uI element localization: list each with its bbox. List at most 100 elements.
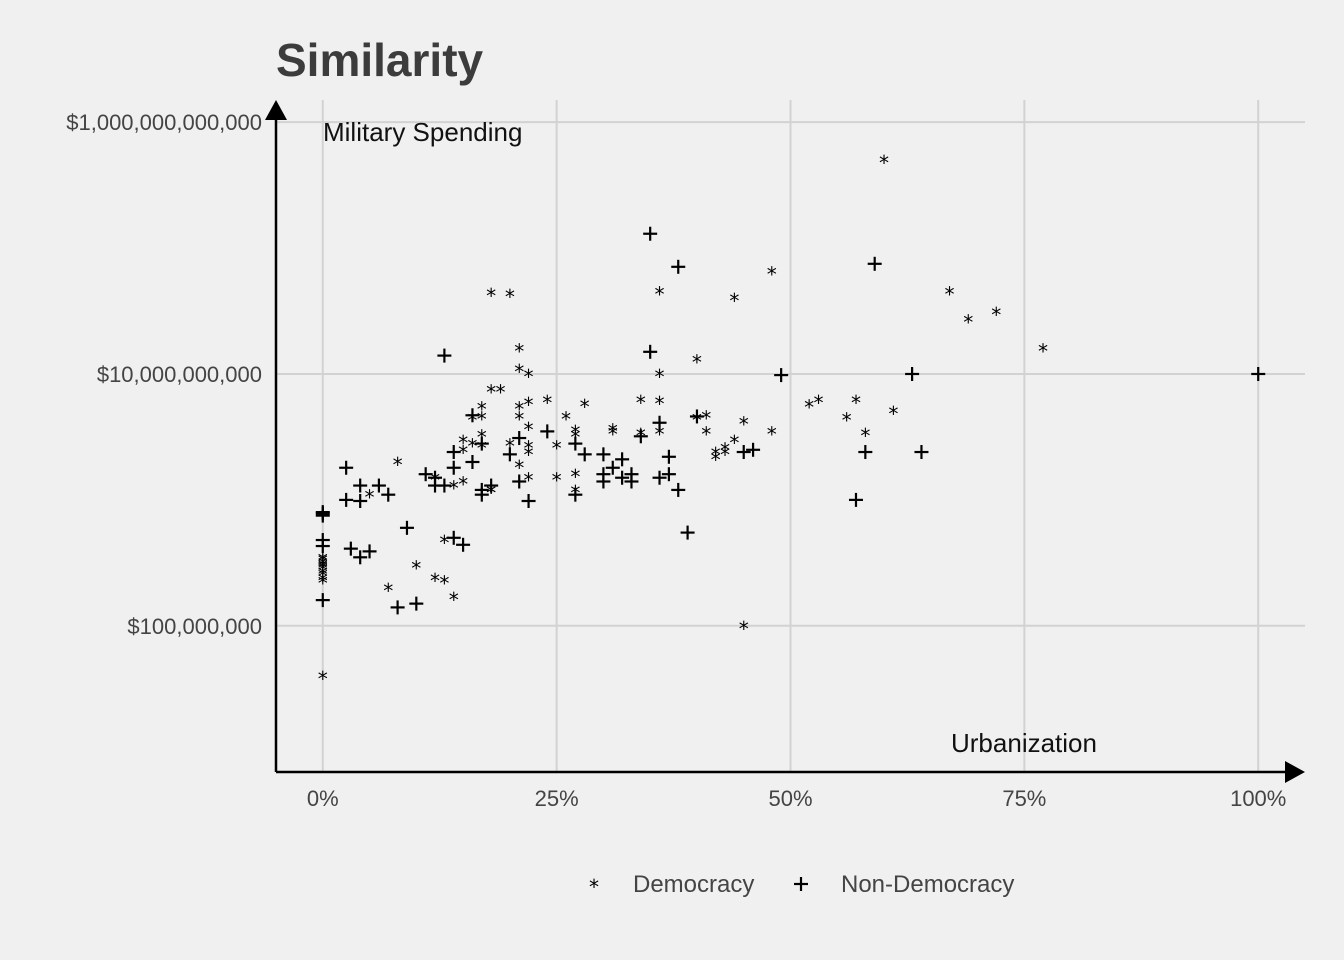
x-tick-label: 75% — [1002, 786, 1046, 811]
democracy-point: * — [317, 557, 329, 581]
y-axis-label: Military Spending — [323, 117, 522, 147]
x-axis-arrow — [1285, 761, 1305, 783]
non-democracy-point — [596, 447, 611, 462]
democracy-point: * — [691, 351, 703, 375]
democracy-point: * — [382, 579, 394, 603]
non-democracy-point — [736, 445, 751, 460]
y-tick-label: $100,000,000 — [127, 614, 262, 639]
democracy-point: * — [476, 407, 488, 431]
non-democracy-point — [661, 449, 676, 464]
democracy-point: * — [569, 421, 581, 445]
democracy-point: * — [654, 365, 666, 389]
democracy-point: * — [878, 151, 890, 175]
non-democracy-point — [315, 505, 330, 520]
democracy-point: * — [654, 422, 666, 446]
democracy-point: * — [523, 469, 535, 493]
democracy-point: * — [317, 571, 329, 595]
non-democracy-point — [465, 454, 480, 469]
democracy-point: * — [392, 453, 404, 477]
democracy-point: * — [859, 424, 871, 448]
non-democracy-point — [315, 533, 330, 548]
non-democracy-point — [858, 445, 873, 460]
grid-lines — [276, 100, 1305, 772]
non-democracy-point — [568, 487, 583, 502]
non-democracy-point — [474, 436, 489, 451]
democracy-point: * — [485, 381, 497, 405]
democracy-point: * — [523, 365, 535, 389]
non-democracy-point — [446, 445, 461, 460]
democracy-point: * — [766, 263, 778, 287]
non-democracy-point — [474, 482, 489, 497]
democracy-point: * — [728, 289, 740, 313]
democracy-point: * — [494, 381, 506, 405]
democracy-point: * — [523, 443, 535, 467]
non-democracy-point — [848, 492, 863, 507]
non-democracy-point — [867, 256, 882, 271]
tick-labels: 0% 25% 50% 75% 100% $100,000,000 $10,000,000,0… — [66, 110, 1286, 811]
axes — [265, 100, 1305, 783]
non-democracy-point — [633, 429, 648, 444]
democracy-point: * — [513, 398, 525, 422]
democracy-point: * — [710, 443, 722, 467]
non-democracy-point — [456, 537, 471, 552]
non-democracy-point — [680, 525, 695, 540]
democracy-point: * — [1037, 339, 1049, 363]
democracy-point: * — [990, 303, 1002, 327]
democracy-point: * — [466, 435, 478, 459]
non-democracy-point — [652, 415, 667, 430]
non-democracy-point — [362, 544, 377, 559]
non-democracy-point — [689, 409, 704, 424]
democracy-point: * — [551, 469, 563, 493]
democracy-point: * — [569, 465, 581, 489]
non-democracy-point — [615, 452, 630, 467]
democracy-point: * — [485, 284, 497, 308]
democracy-point: * — [944, 283, 956, 307]
democracy-point: * — [317, 562, 329, 586]
democracy-point: * — [438, 531, 450, 555]
democracy-point: * — [560, 407, 572, 431]
democracy-point: * — [513, 360, 525, 384]
democracy-point: * — [513, 456, 525, 480]
legend-label-non-democracy: Non-Democracy — [841, 871, 1014, 898]
legend-label-democracy: Democracy — [633, 871, 754, 898]
democracy-point: * — [317, 559, 329, 583]
non-democracy-point — [914, 445, 929, 460]
democracy-point: * — [962, 311, 974, 335]
democracy-point: * — [457, 441, 469, 465]
legend-star-icon: * — [588, 875, 600, 899]
non-democracy-point — [652, 470, 667, 485]
x-tick-label: 100% — [1230, 786, 1286, 811]
democracy-point: * — [607, 419, 619, 443]
democracy-point: * — [317, 667, 329, 691]
non-democracy-point — [774, 368, 789, 383]
non-democracy-point — [428, 470, 443, 485]
non-democracy-point — [353, 493, 368, 508]
democracy-point: * — [410, 557, 422, 581]
non-democracy-point — [339, 460, 354, 475]
x-tick-label: 0% — [307, 786, 339, 811]
democracy-point: * — [317, 553, 329, 577]
non-democracy-point — [746, 442, 761, 457]
non-democracy-point — [624, 467, 639, 482]
non-democracy-point — [353, 550, 368, 565]
non-democracy-point — [1251, 366, 1266, 381]
democracy-point: * — [813, 391, 825, 415]
non-democracy-point — [643, 344, 658, 359]
democracy-point: * — [700, 422, 712, 446]
democracy-point: * — [719, 443, 731, 467]
non-democracy-point — [521, 493, 536, 508]
democracy-point: * — [738, 617, 750, 641]
democracy-point: * — [766, 422, 778, 446]
non-democracy-point — [512, 474, 527, 489]
non-democracy-point — [502, 447, 517, 462]
non-democracy-point — [315, 593, 330, 608]
non-democracy-point — [399, 520, 414, 535]
y-tick-label: $1,000,000,000,000 — [66, 110, 262, 135]
democracy-point: * — [541, 391, 553, 415]
democracy-point: * — [710, 448, 722, 472]
non-democracy-point — [643, 226, 658, 241]
democracy-point: * — [700, 406, 712, 430]
non-democracy-point — [446, 460, 461, 475]
legend-plus-icon — [794, 877, 808, 891]
